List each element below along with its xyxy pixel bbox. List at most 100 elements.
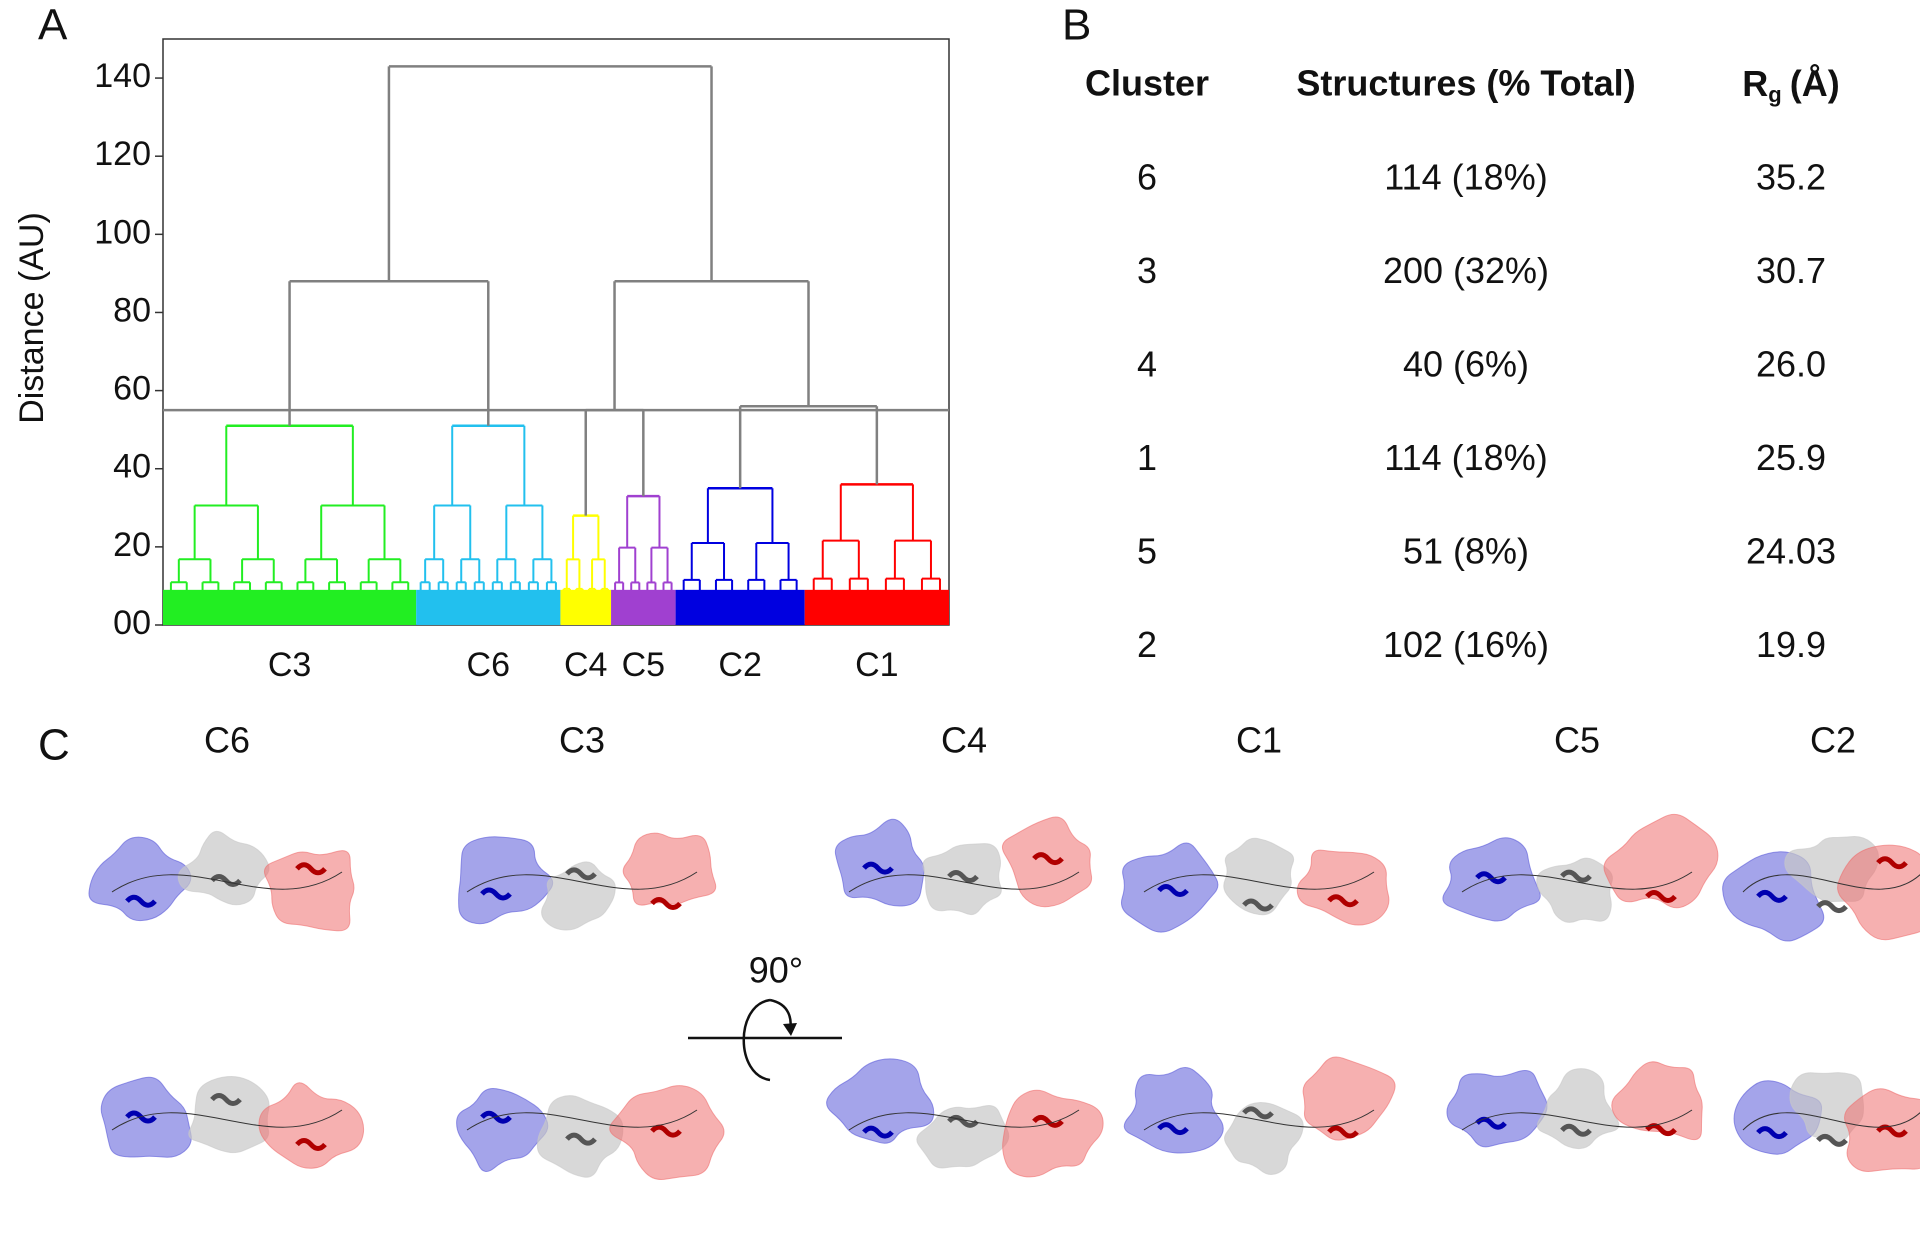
- table-cell: 102 (16%): [1383, 624, 1549, 665]
- y-tick-label: 20: [113, 526, 151, 564]
- helix: [1645, 1123, 1677, 1137]
- surface: [1223, 837, 1295, 916]
- table-cell: 5: [1137, 531, 1157, 572]
- surface: [258, 1082, 365, 1169]
- helix: [295, 862, 327, 876]
- cluster-label: C3: [268, 646, 311, 684]
- surface: [1224, 1102, 1304, 1176]
- cluster-label: C1: [855, 646, 898, 684]
- surface: [458, 836, 554, 925]
- helix: [1242, 898, 1274, 912]
- surface: [100, 1076, 192, 1158]
- structure-label: C5: [1554, 720, 1600, 761]
- cluster-band: [163, 589, 417, 625]
- structure: [456, 1085, 725, 1181]
- helix: [1876, 856, 1908, 870]
- table-cell: 114 (18%): [1384, 157, 1547, 198]
- helix: [1816, 1133, 1848, 1147]
- cluster-label: C5: [622, 646, 665, 684]
- surface: [1296, 849, 1390, 926]
- y-axis-label: Distance (AU): [13, 212, 51, 424]
- table-cell: 24.03: [1746, 531, 1836, 572]
- panel-label: B: [1062, 1, 1091, 50]
- surface: [1123, 1067, 1224, 1154]
- helix: [1242, 1106, 1274, 1120]
- table-cell: 30.7: [1756, 250, 1826, 291]
- backbone: [1461, 871, 1693, 893]
- structure-label: C1: [1236, 720, 1282, 761]
- rotation-label: 90°: [749, 950, 803, 991]
- surface: [1446, 1069, 1548, 1148]
- helix: [1475, 871, 1507, 885]
- helix: [1560, 1123, 1592, 1137]
- surface: [1002, 1089, 1104, 1178]
- backbone: [848, 871, 1080, 893]
- structure: [1123, 1056, 1396, 1176]
- structure: [100, 1075, 365, 1169]
- cluster-label: C4: [564, 646, 607, 684]
- plot-frame: [162, 38, 950, 626]
- helix: [650, 897, 682, 910]
- backbone: [111, 871, 343, 893]
- table-cell: 4: [1137, 344, 1157, 385]
- helix: [565, 867, 597, 881]
- surface: [916, 1104, 1010, 1169]
- structure: [1722, 836, 1920, 942]
- helix: [1756, 889, 1788, 903]
- cluster-tree: [419, 425, 557, 625]
- backbone: [1742, 1111, 1920, 1131]
- helix: [1645, 890, 1677, 904]
- table-cell: 25.9: [1756, 437, 1826, 478]
- structure: [1442, 813, 1719, 923]
- table-cell: 1: [1137, 437, 1157, 478]
- helix: [1157, 1122, 1189, 1136]
- backbone: [1143, 871, 1375, 893]
- table-cell: 35.2: [1756, 157, 1826, 198]
- arrow-head: [783, 1023, 797, 1036]
- structure: [1446, 1061, 1703, 1150]
- surface: [1536, 1068, 1620, 1150]
- y-tick-label: 80: [113, 291, 151, 329]
- cluster-label: C6: [467, 646, 510, 684]
- table-cell: 51 (8%): [1403, 531, 1529, 572]
- helix: [1327, 1125, 1359, 1139]
- rotation-symbol: 90°: [688, 950, 842, 1082]
- helix: [295, 1138, 327, 1152]
- structure: [1733, 1072, 1920, 1172]
- table-cell: 19.9: [1756, 624, 1826, 665]
- cluster-band: [416, 589, 561, 625]
- structure-label: C3: [559, 720, 605, 761]
- helix: [862, 1125, 894, 1139]
- surface: [834, 818, 925, 907]
- surface: [622, 832, 717, 906]
- backbone: [111, 1109, 343, 1131]
- helix: [1032, 852, 1064, 866]
- cluster-label: C2: [718, 646, 761, 684]
- table-header: Structures (% Total): [1296, 63, 1635, 104]
- rotation-arrow: [742, 998, 792, 1082]
- y-tick-label: 140: [94, 57, 151, 95]
- rg-subscript: g: [1768, 82, 1781, 107]
- surface: [1001, 816, 1093, 908]
- structure-label: C4: [941, 720, 987, 761]
- structure: [826, 1058, 1104, 1178]
- helix: [125, 894, 157, 908]
- helix: [650, 1124, 682, 1138]
- table-cell: 40 (6%): [1403, 344, 1529, 385]
- surface: [1536, 857, 1613, 923]
- table-cell: 2: [1137, 624, 1157, 665]
- structure-label: C2: [1810, 720, 1856, 761]
- helix: [565, 1132, 597, 1146]
- helix: [1816, 900, 1848, 914]
- cluster-tree: [561, 515, 611, 625]
- panel-label: C: [38, 721, 70, 770]
- helix: [1327, 894, 1359, 908]
- helix: [1756, 1126, 1788, 1140]
- backbone: [466, 871, 698, 893]
- structure: [88, 830, 355, 932]
- cluster-tree: [678, 488, 802, 625]
- cluster-tree: [169, 425, 410, 625]
- table-cell: 26.0: [1756, 344, 1826, 385]
- helix: [1876, 1124, 1908, 1138]
- helix: [1560, 869, 1592, 883]
